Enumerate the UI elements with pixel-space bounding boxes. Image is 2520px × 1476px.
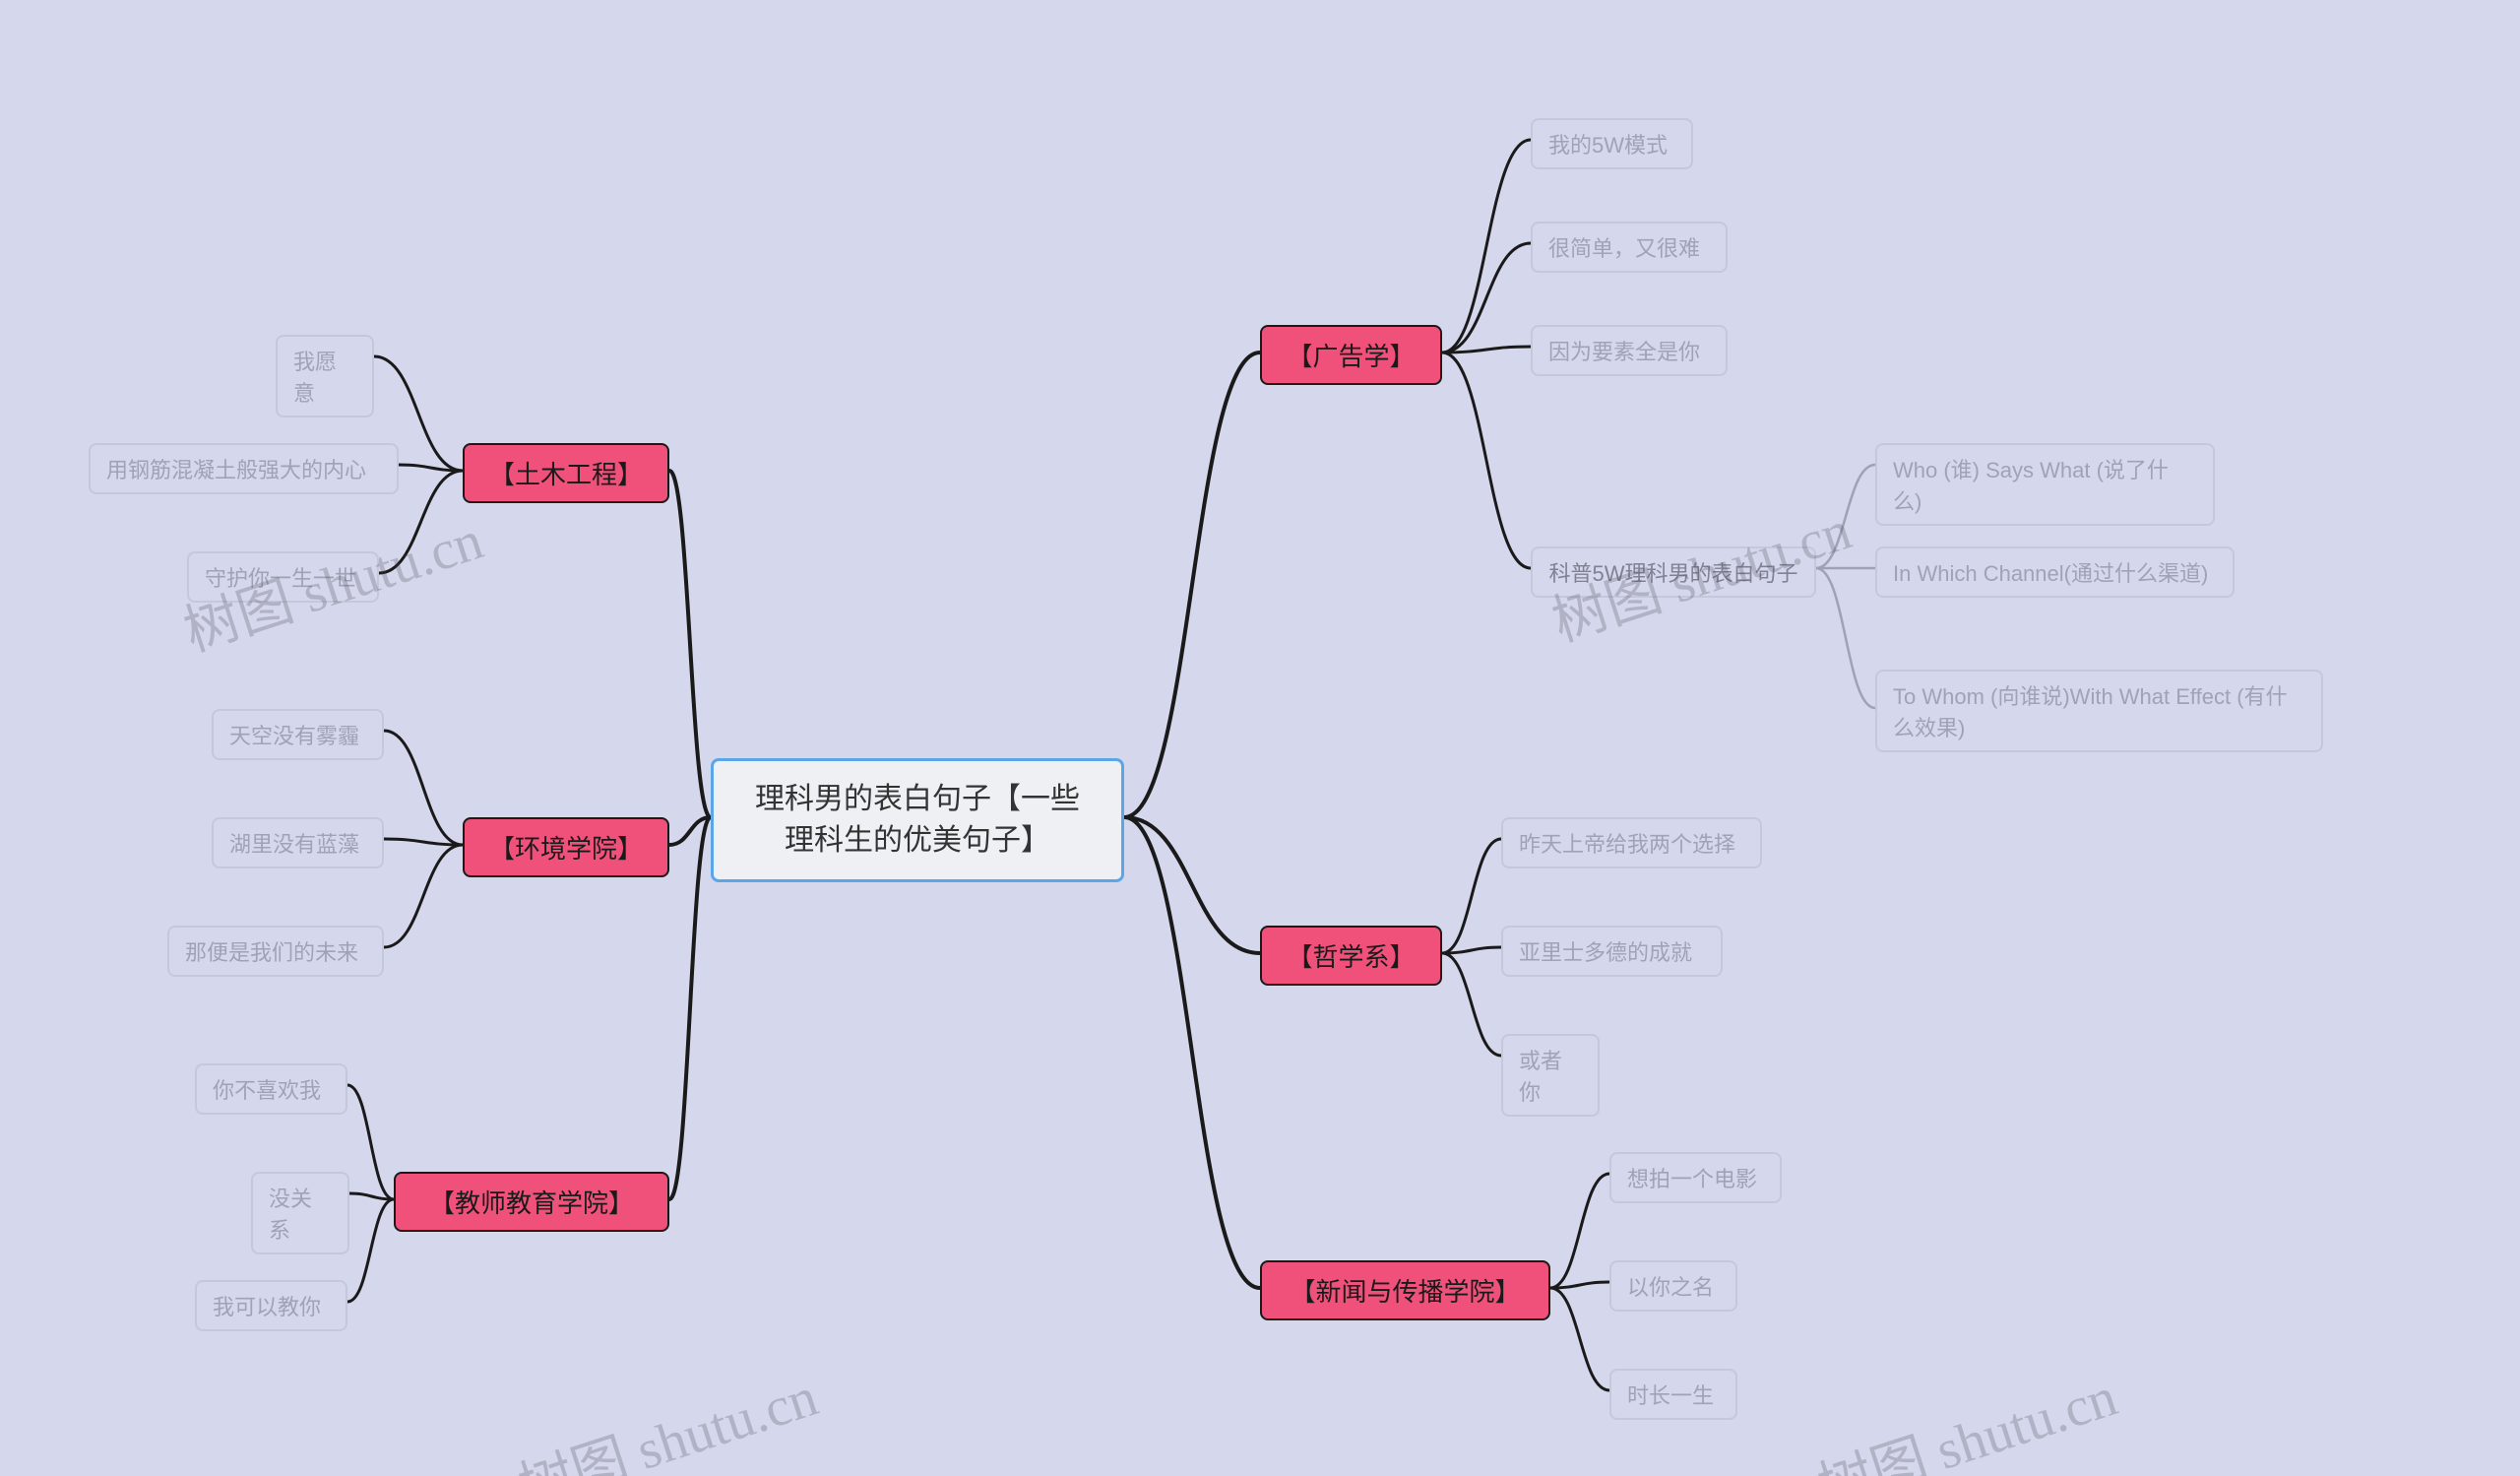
leaf-teach-1-label: 没关系 [269,1182,332,1245]
leaf-teach-0-label: 你不喜欢我 [213,1073,321,1105]
branch-teach-label: 【教师教育学院】 [429,1184,634,1220]
watermark-3: 树图 shutu.cn [1806,1352,2125,1476]
branch-teach: 【教师教育学院】 [394,1172,669,1232]
leaf-news-1-label: 以你之名 [1627,1270,1714,1302]
leaf-env-2-label: 那便是我们的未来 [185,935,358,967]
branch-ad-label: 【广告学】 [1287,337,1415,373]
leaf-ad-3-0: Who (谁) Says What (说了什么) [1875,443,2215,526]
leaf-news-2-label: 时长一生 [1627,1379,1714,1410]
branch-news-label: 【新闻与传播学院】 [1290,1272,1520,1309]
leaf-phil-2: 或者你 [1501,1034,1600,1117]
leaf-teach-0: 你不喜欢我 [195,1063,347,1115]
leaf-news-0-label: 想拍一个电影 [1627,1162,1757,1193]
leaf-ad-3-2-label: To Whom (向谁说)With What Effect (有什么效果) [1893,679,2305,742]
leaf-ad-0: 我的5W模式 [1531,118,1693,169]
leaf-ad-2-label: 因为要素全是你 [1548,335,1700,366]
branch-phil-label: 【哲学系】 [1287,937,1415,974]
leaf-ad-3: 科普5W理科男的表白句子 [1531,546,1816,598]
leaf-teach-2: 我可以教你 [195,1280,347,1331]
leaf-ad-3-1: In Which Channel(通过什么渠道) [1875,546,2235,598]
leaf-ad-3-label: 科普5W理科男的表白句子 [1548,556,1797,588]
leaf-phil-0-label: 昨天上帝给我两个选择 [1519,827,1735,859]
leaf-news-0: 想拍一个电影 [1609,1152,1782,1203]
leaf-ad-0-label: 我的5W模式 [1548,128,1668,160]
leaf-phil-2-label: 或者你 [1519,1044,1582,1107]
leaf-ad-3-2: To Whom (向谁说)With What Effect (有什么效果) [1875,670,2323,752]
leaf-phil-1-label: 亚里士多德的成就 [1519,935,1692,967]
leaf-civil-2: 守护你一生一世 [187,551,379,603]
leaf-phil-1: 亚里士多德的成就 [1501,926,1723,977]
leaf-ad-3-0-label: Who (谁) Says What (说了什么) [1893,453,2197,516]
leaf-env-1: 湖里没有蓝藻 [212,817,384,868]
leaf-teach-2-label: 我可以教你 [213,1290,321,1321]
leaf-env-0-label: 天空没有雾霾 [229,719,359,750]
leaf-ad-1: 很简单，又很难 [1531,222,1728,273]
leaf-phil-0: 昨天上帝给我两个选择 [1501,817,1762,868]
leaf-civil-1-label: 用钢筋混凝土般强大的内心 [106,453,366,484]
leaf-env-1-label: 湖里没有蓝藻 [229,827,359,859]
watermark-2: 树图 shutu.cn [507,1352,826,1476]
leaf-civil-1: 用钢筋混凝土般强大的内心 [89,443,399,494]
leaf-env-2: 那便是我们的未来 [167,926,384,977]
branch-env-label: 【环境学院】 [489,829,643,866]
leaf-ad-1-label: 很简单，又很难 [1548,231,1700,263]
leaf-news-1: 以你之名 [1609,1260,1737,1312]
branch-phil: 【哲学系】 [1260,926,1442,986]
root-node-label: 理科男的表白句子【一些 理科生的优美句子】 [755,779,1080,862]
branch-env: 【环境学院】 [463,817,669,877]
leaf-civil-2-label: 守护你一生一世 [205,561,356,593]
branch-civil-label: 【土木工程】 [489,455,643,491]
leaf-env-0: 天空没有雾霾 [212,709,384,760]
branch-ad: 【广告学】 [1260,325,1442,385]
leaf-civil-0: 我愿意 [276,335,374,417]
branch-news: 【新闻与传播学院】 [1260,1260,1550,1320]
leaf-teach-1: 没关系 [251,1172,349,1254]
branch-civil: 【土木工程】 [463,443,669,503]
leaf-news-2: 时长一生 [1609,1369,1737,1420]
root-node: 理科男的表白句子【一些 理科生的优美句子】 [711,758,1124,882]
leaf-ad-2: 因为要素全是你 [1531,325,1728,376]
leaf-civil-0-label: 我愿意 [293,345,356,408]
leaf-ad-3-1-label: In Which Channel(通过什么渠道) [1893,556,2208,588]
